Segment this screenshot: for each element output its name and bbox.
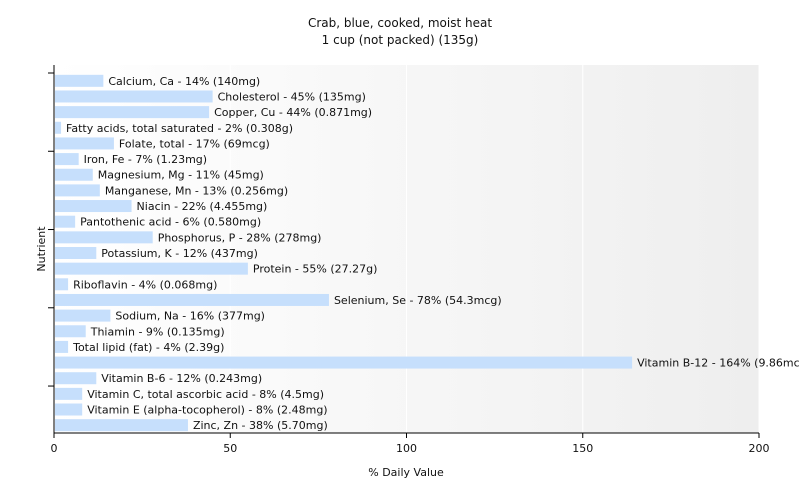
bar — [55, 200, 132, 213]
bar-label: Vitamin B-12 - 164% (9.86mcg) — [637, 357, 800, 370]
bar — [55, 262, 248, 275]
bar-label: Niacin - 22% (4.455mg) — [137, 200, 268, 213]
bar-label: Copper, Cu - 44% (0.871mg) — [214, 106, 372, 119]
bar — [55, 168, 93, 181]
bar — [55, 356, 633, 369]
bar-label: Fatty acids, total saturated - 2% (0.308… — [66, 122, 293, 135]
bar — [55, 74, 104, 87]
bar — [55, 403, 83, 416]
bar-label: Vitamin E (alpha-tocopherol) - 8% (2.48m… — [87, 404, 327, 417]
bar — [55, 309, 111, 322]
x-tick-label: 200 — [749, 442, 770, 455]
bar-label: Cholesterol - 45% (135mg) — [218, 90, 366, 103]
bar-label: Sodium, Na - 16% (377mg) — [115, 310, 265, 323]
bar — [55, 278, 69, 291]
bar — [55, 325, 86, 338]
bar-label: Selenium, Se - 78% (54.3mcg) — [334, 294, 502, 307]
bar-label: Calcium, Ca - 14% (140mg) — [108, 75, 260, 88]
bar-label: Zinc, Zn - 38% (5.70mg) — [193, 419, 328, 432]
bar-label: Vitamin B-6 - 12% (0.243mg) — [101, 372, 262, 385]
bar-label: Thiamin - 9% (0.135mg) — [90, 325, 225, 338]
x-tick-label: 0 — [51, 442, 58, 455]
x-tick-label: 100 — [396, 442, 417, 455]
bar — [55, 372, 97, 385]
bar — [55, 340, 69, 353]
bar-label: Potassium, K - 12% (437mg) — [101, 247, 258, 260]
bar — [55, 247, 97, 259]
bar — [55, 137, 114, 150]
bar — [55, 419, 188, 432]
chart-subtitle: 1 cup (not packed) (135g) — [322, 33, 479, 47]
bar — [55, 106, 210, 119]
bar — [55, 153, 79, 166]
x-tick-label: 150 — [572, 442, 593, 455]
bar-label: Pantothenic acid - 6% (0.580mg) — [80, 216, 261, 229]
bar — [55, 90, 213, 103]
bar — [55, 293, 329, 306]
bar-label: Manganese, Mn - 13% (0.256mg) — [105, 184, 288, 197]
bar-label: Iron, Fe - 7% (1.23mg) — [84, 153, 207, 166]
bar-label: Folate, total - 17% (69mcg) — [119, 137, 270, 150]
bar — [55, 231, 153, 244]
bar — [55, 184, 100, 197]
plot-area: Calcium, Ca - 14% (140mg) Cholesterol - 4… — [48, 65, 800, 455]
bar-label: Vitamin C, total ascorbic acid - 8% (4.5… — [87, 388, 324, 401]
x-tick-label: 50 — [223, 442, 237, 455]
bar-label: Total lipid (fat) - 4% (2.39g) — [72, 341, 224, 354]
bar-label: Riboflavin - 4% (0.068mg) — [73, 278, 217, 291]
y-axis-label: Nutrient — [35, 226, 48, 272]
chart-title: Crab, blue, cooked, moist heat — [308, 16, 492, 30]
bar — [55, 121, 62, 134]
x-axis-label: % Daily Value — [368, 466, 444, 479]
bar-label: Protein - 55% (27.27g) — [253, 263, 378, 276]
bar — [55, 215, 76, 228]
bar — [55, 387, 83, 400]
bar-label: Magnesium, Mg - 11% (45mg) — [98, 169, 264, 182]
bar-label: Phosphorus, P - 28% (278mg) — [158, 231, 322, 244]
